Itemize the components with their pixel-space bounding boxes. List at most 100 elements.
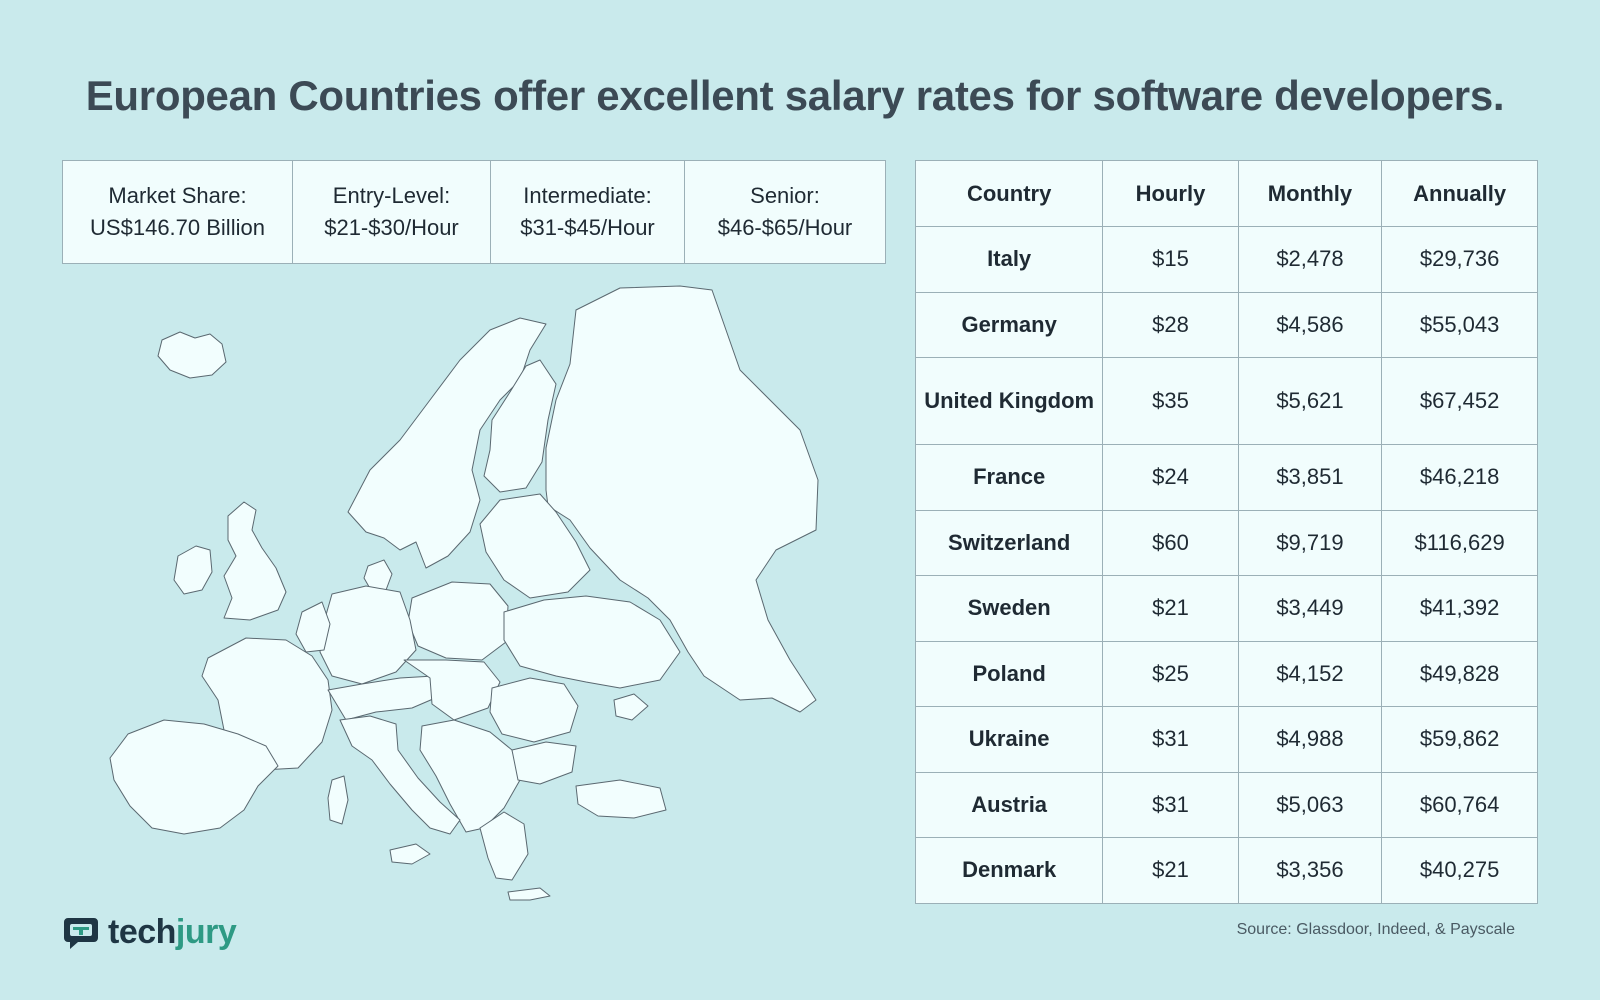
source-note: Source: Glassdoor, Indeed, & Payscale (1236, 921, 1515, 938)
cell-hourly: $25 (1102, 640, 1239, 707)
stats-bar: Market Share: US$146.70 Billion Entry-Le… (62, 160, 886, 264)
cell-monthly: $5,621 (1237, 357, 1383, 445)
salary-table: Country Hourly Monthly Annually Italy $1… (914, 160, 1538, 904)
stat-senior: Senior: $46-$65/Hour (685, 161, 885, 263)
cell-annually: $41,392 (1381, 575, 1538, 642)
map-crimea (613, 693, 649, 721)
stat-label: Entry-Level: (332, 183, 451, 208)
map-iceland (157, 331, 227, 379)
stat-value: $46-$65/Hour (717, 215, 853, 240)
cell-country: United Kingdom (914, 357, 1104, 445)
table-row: Germany $28 $4,586 $55,043 (914, 291, 1538, 358)
cell-country: Germany (914, 291, 1104, 358)
map-britain (223, 501, 287, 621)
stat-label: Market Share: (108, 183, 247, 208)
map-sicily (389, 843, 431, 865)
cell-monthly: $3,851 (1237, 444, 1383, 511)
cell-country: Sweden (914, 575, 1104, 642)
cell-annually: $59,862 (1381, 706, 1538, 773)
table-row: France $24 $3,851 $46,218 (914, 444, 1538, 511)
table-row: Ukraine $31 $4,988 $59,862 (914, 706, 1538, 773)
cell-hourly: $21 (1102, 837, 1239, 904)
stat-value: US$146.70 Billion (90, 215, 265, 240)
cell-annually: $40,275 (1381, 837, 1538, 904)
cell-annually: $55,043 (1381, 291, 1538, 358)
map-alpine (327, 675, 441, 721)
map-turkey (575, 779, 667, 819)
stat-entry-level: Entry-Level: $21-$30/Hour (293, 161, 491, 263)
map-ireland (173, 545, 213, 595)
table-header-row: Country Hourly Monthly Annually (914, 160, 1538, 227)
stat-value: $21-$30/Hour (324, 215, 459, 240)
cell-annually: $116,629 (1381, 509, 1538, 576)
cell-hourly: $15 (1102, 226, 1239, 293)
cell-monthly: $4,988 (1237, 706, 1383, 773)
table-row: United Kingdom $35 $5,621 $67,452 (914, 357, 1538, 445)
table-row: Sweden $21 $3,449 $41,392 (914, 575, 1538, 642)
cell-monthly: $2,478 (1237, 226, 1383, 293)
cell-monthly: $4,586 (1237, 291, 1383, 358)
map-scandinavia (347, 317, 547, 569)
map-benelux (295, 601, 331, 653)
cell-hourly: $24 (1102, 444, 1239, 511)
map-finland (483, 359, 557, 493)
stat-value: $31-$45/Hour (520, 215, 655, 240)
map-balkans (419, 719, 521, 833)
table-row: Austria $31 $5,063 $60,764 (914, 771, 1538, 838)
table-row: Switzerland $60 $9,719 $116,629 (914, 509, 1538, 576)
cell-hourly: $31 (1102, 771, 1239, 838)
stat-intermediate: Intermediate: $31-$45/Hour (491, 161, 685, 263)
map-bulgaria (511, 741, 577, 785)
cell-country: Poland (914, 640, 1104, 707)
europe-map (109, 285, 819, 901)
chat-bubble-icon (64, 917, 98, 949)
column-header-country: Country (914, 160, 1104, 227)
map-romania (489, 677, 579, 743)
table-row: Italy $15 $2,478 $29,736 (914, 226, 1538, 293)
cell-hourly: $31 (1102, 706, 1239, 773)
map-ukraine (503, 595, 681, 689)
techjury-logo: techjury (62, 913, 237, 952)
map-iberia (109, 719, 279, 835)
column-header-hourly: Hourly (1102, 160, 1239, 227)
table-row: Denmark $21 $3,356 $40,275 (914, 837, 1538, 904)
map-russia (545, 285, 819, 713)
logo-text-tech: tech (108, 913, 176, 951)
stat-label: Intermediate: (523, 183, 652, 208)
map-poland (407, 581, 509, 661)
map-greece (479, 811, 529, 881)
cell-monthly: $4,152 (1237, 640, 1383, 707)
column-header-annually: Annually (1381, 160, 1538, 227)
cell-annually: $46,218 (1381, 444, 1538, 511)
cell-country: Ukraine (914, 706, 1104, 773)
map-central (403, 659, 501, 721)
stat-market-share: Market Share: US$146.70 Billion (63, 161, 293, 263)
cell-annually: $67,452 (1381, 357, 1538, 445)
map-germany (319, 585, 417, 685)
map-crete (507, 887, 551, 901)
cell-country: Switzerland (914, 509, 1104, 576)
page-title: European Countries offer excellent salar… (85, 72, 1505, 119)
cell-country: France (914, 444, 1104, 511)
cell-hourly: $28 (1102, 291, 1239, 358)
logo-text-jury: jury (175, 913, 237, 951)
column-header-monthly: Monthly (1237, 160, 1383, 227)
logo-wordmark: techjury (108, 913, 237, 952)
table-row: Poland $25 $4,152 $49,828 (914, 640, 1538, 707)
cell-monthly: $5,063 (1237, 771, 1383, 838)
map-italy (339, 715, 461, 835)
cell-monthly: $9,719 (1237, 509, 1383, 576)
cell-annually: $29,736 (1381, 226, 1538, 293)
cell-country: Denmark (914, 837, 1104, 904)
cell-country: Austria (914, 771, 1104, 838)
stat-label: Senior: (750, 183, 820, 208)
cell-monthly: $3,449 (1237, 575, 1383, 642)
cell-annually: $60,764 (1381, 771, 1538, 838)
cell-annually: $49,828 (1381, 640, 1538, 707)
map-sardinia (327, 775, 349, 825)
cell-hourly: $21 (1102, 575, 1239, 642)
cell-monthly: $3,356 (1237, 837, 1383, 904)
cell-hourly: $60 (1102, 509, 1239, 576)
cell-hourly: $35 (1102, 357, 1239, 445)
cell-country: Italy (914, 226, 1104, 293)
